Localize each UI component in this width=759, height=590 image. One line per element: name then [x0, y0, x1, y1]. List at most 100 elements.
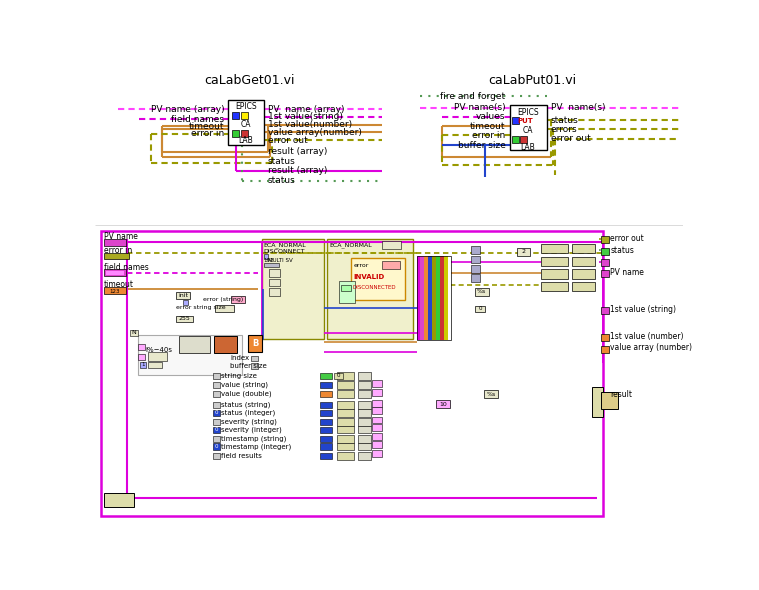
- Text: value (double): value (double): [221, 391, 272, 398]
- Bar: [471, 274, 480, 282]
- Text: PV  name(s): PV name(s): [550, 103, 605, 112]
- Bar: [130, 330, 137, 336]
- Bar: [432, 255, 436, 340]
- Text: 1st value(string): 1st value(string): [268, 113, 342, 122]
- Bar: [358, 418, 371, 426]
- Bar: [358, 442, 371, 450]
- Bar: [358, 372, 371, 379]
- Bar: [382, 241, 401, 248]
- Bar: [420, 255, 424, 340]
- Bar: [137, 344, 145, 350]
- Bar: [572, 244, 595, 253]
- Text: error out: error out: [610, 234, 644, 243]
- Bar: [373, 389, 382, 396]
- Text: timestamp (string): timestamp (string): [221, 435, 287, 442]
- Bar: [601, 260, 609, 266]
- Text: 0: 0: [215, 427, 219, 432]
- Bar: [269, 270, 280, 277]
- Text: PV name (array): PV name (array): [151, 105, 225, 114]
- Text: 0: 0: [215, 444, 219, 449]
- Bar: [373, 417, 382, 424]
- Text: error: error: [354, 263, 369, 268]
- Bar: [572, 270, 595, 278]
- Text: status: status: [268, 157, 295, 166]
- Text: EPICS: EPICS: [235, 103, 257, 112]
- Text: LAB: LAB: [238, 136, 254, 145]
- Bar: [471, 265, 480, 273]
- Bar: [213, 427, 219, 432]
- Bar: [241, 130, 247, 137]
- Bar: [320, 436, 332, 442]
- Bar: [337, 426, 354, 434]
- Bar: [320, 444, 332, 450]
- Bar: [176, 316, 194, 322]
- Text: ECA_NORMAL: ECA_NORMAL: [264, 242, 307, 248]
- Bar: [540, 244, 568, 253]
- Text: 0: 0: [336, 373, 340, 378]
- Bar: [601, 270, 609, 277]
- Bar: [337, 418, 354, 426]
- Text: %s: %s: [487, 392, 496, 396]
- Bar: [358, 426, 371, 434]
- Text: ECA_NORMAL: ECA_NORMAL: [329, 242, 373, 248]
- Bar: [178, 336, 209, 353]
- Bar: [601, 248, 609, 255]
- Bar: [512, 117, 519, 124]
- Text: PV name: PV name: [104, 232, 138, 241]
- Text: timestamp (integer): timestamp (integer): [221, 443, 291, 450]
- Bar: [320, 402, 332, 408]
- Bar: [337, 409, 354, 417]
- Bar: [213, 409, 219, 416]
- Bar: [232, 112, 239, 119]
- Text: init: init: [178, 293, 188, 298]
- Bar: [320, 427, 332, 432]
- Bar: [262, 239, 323, 339]
- Bar: [320, 409, 332, 416]
- Text: error in: error in: [472, 131, 505, 140]
- Bar: [241, 112, 247, 119]
- Bar: [373, 424, 382, 431]
- Bar: [101, 231, 603, 516]
- Text: 0: 0: [478, 306, 482, 312]
- Bar: [439, 255, 443, 340]
- Bar: [264, 263, 279, 267]
- Text: status: status: [268, 176, 295, 185]
- Bar: [213, 453, 219, 459]
- Text: error in: error in: [191, 129, 225, 139]
- Bar: [333, 373, 343, 379]
- Text: severity (string): severity (string): [221, 419, 277, 425]
- Text: PV name: PV name: [610, 268, 644, 277]
- Bar: [471, 255, 480, 263]
- Text: CA: CA: [523, 126, 534, 135]
- Bar: [264, 254, 269, 258]
- Text: timeout: timeout: [189, 122, 225, 131]
- Bar: [517, 248, 530, 255]
- Text: 123: 123: [110, 289, 120, 293]
- Bar: [601, 307, 609, 314]
- Bar: [248, 335, 263, 352]
- Text: N: N: [131, 330, 136, 335]
- Text: EPICS: EPICS: [518, 108, 539, 117]
- Bar: [358, 409, 371, 417]
- Bar: [104, 287, 126, 294]
- Text: i%−40s: i%−40s: [145, 346, 172, 353]
- Bar: [572, 257, 595, 266]
- Bar: [358, 401, 371, 409]
- Bar: [104, 239, 126, 245]
- Text: %s: %s: [477, 289, 487, 294]
- Bar: [512, 136, 519, 143]
- Text: INVALID: INVALID: [354, 274, 385, 280]
- Bar: [183, 300, 188, 305]
- Bar: [337, 381, 354, 389]
- Bar: [106, 271, 124, 275]
- Bar: [213, 436, 219, 442]
- Text: string size: string size: [221, 373, 257, 379]
- Text: field names: field names: [104, 263, 149, 271]
- Bar: [443, 255, 448, 340]
- Text: 1st value (string): 1st value (string): [610, 305, 676, 314]
- Text: field names: field names: [172, 115, 225, 124]
- Bar: [373, 407, 382, 414]
- Text: 1st value (number): 1st value (number): [610, 332, 684, 341]
- Text: status (integer): status (integer): [221, 409, 276, 416]
- Bar: [417, 255, 452, 340]
